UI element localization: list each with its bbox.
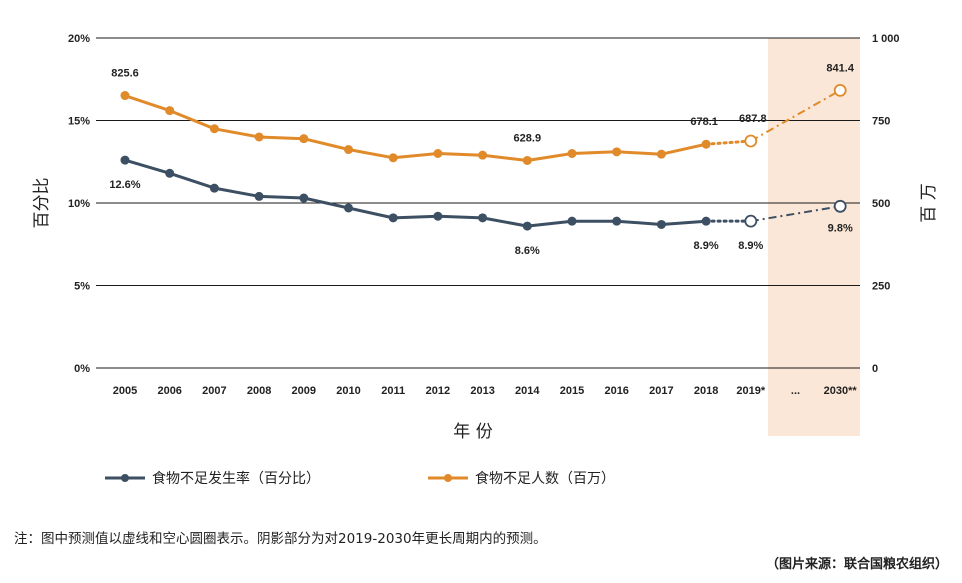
data-label: 8.9%: [694, 240, 719, 252]
legend-marker-rate: [121, 474, 129, 482]
data-point: [567, 149, 577, 158]
data-point: [209, 124, 219, 134]
y-right-title: 百 万: [919, 183, 939, 222]
data-label: 825.6: [111, 68, 139, 80]
forecast-shade: [768, 38, 860, 436]
x-tick-label: 2030**: [824, 385, 858, 397]
series-line-1: [124, 94, 707, 162]
y-left-tick-label: 10%: [68, 198, 90, 210]
data-point: [120, 91, 130, 101]
left-axis-ticks: 0% 5% 10% 15% 20%: [68, 33, 90, 375]
y-left-tick-label: 15%: [68, 116, 90, 128]
series-points: [120, 83, 847, 231]
data-point: [433, 149, 443, 158]
data-point: [612, 216, 622, 226]
legend-item-rate: 食物不足发生率（百分比）: [105, 470, 320, 487]
x-axis-title: 年 份: [453, 422, 492, 442]
data-label: 12.6%: [109, 179, 140, 191]
data-label: 678.1: [690, 116, 718, 128]
x-tick-label: 2013: [470, 385, 494, 397]
y-right-tick-label: 750: [872, 116, 890, 128]
data-point: [478, 213, 488, 223]
x-tick-label: 2015: [560, 385, 584, 397]
data-label: 8.9%: [738, 240, 763, 252]
data-point: [165, 168, 175, 178]
data-point: [299, 193, 309, 203]
series-line-0: [124, 158, 707, 228]
legend-label-people: 食物不足人数（百万）: [475, 470, 615, 487]
x-axis-ticks: 2005 2006 2007 2008 2009 2010 2011 2012 2013 2014…: [113, 385, 858, 397]
y-right-tick-label: 250: [872, 281, 890, 293]
data-point: [254, 132, 264, 142]
legend-marker-people: [444, 474, 452, 482]
y-left-tick-label: 0%: [74, 363, 90, 375]
x-tick-label: 2010: [336, 385, 360, 397]
data-point: [344, 145, 353, 155]
data-point: [656, 149, 666, 159]
right-axis-ticks: 0 250 500 750 1 000: [872, 33, 900, 375]
data-point: [388, 153, 398, 163]
x-tick-label: 2018: [694, 385, 718, 397]
data-point: [522, 221, 532, 231]
y-right-tick-label: 500: [872, 198, 890, 210]
data-label: 9.8%: [828, 222, 853, 234]
x-tick-label: 2012: [426, 385, 450, 397]
data-point: [612, 147, 622, 157]
data-point: [299, 134, 309, 144]
series-lines: [124, 89, 841, 228]
forecast-point: [833, 83, 847, 97]
data-label: 8.6%: [515, 245, 540, 257]
forecast-dotted-1: [704, 139, 753, 146]
forecast-dashdot-0: [750, 205, 841, 223]
gridlines: [96, 37, 860, 369]
data-label: 687.8: [739, 113, 767, 125]
data-label: 628.9: [514, 132, 542, 144]
x-tick-label: 2009: [292, 385, 316, 397]
x-tick-label: ...: [791, 385, 800, 397]
x-tick-label: 2016: [604, 385, 628, 397]
image-source: （图片来源：联合国粮农组织）: [765, 557, 948, 572]
legend-label-rate: 食物不足发生率（百分比）: [152, 470, 320, 487]
x-tick-label: 2006: [157, 385, 181, 397]
forecast-point: [744, 214, 758, 228]
data-point: [254, 191, 264, 201]
forecast-dashdot-1: [750, 89, 841, 142]
x-tick-label: 2017: [649, 385, 673, 397]
data-point: [567, 216, 577, 226]
data-point: [478, 150, 488, 160]
data-point: [165, 106, 175, 116]
data-point: [344, 203, 353, 213]
data-point: [433, 211, 443, 221]
data-point: [656, 219, 666, 229]
data-point: [522, 155, 532, 165]
legend-item-people: 食物不足人数（百万）: [428, 470, 615, 487]
x-tick-label: 2008: [247, 385, 271, 397]
data-point: [209, 183, 219, 193]
y-right-tick-label: 1 000: [872, 33, 900, 45]
x-tick-label: 2005: [113, 385, 137, 397]
data-point: [701, 216, 711, 226]
data-point: [120, 155, 130, 165]
data-label: 841.4: [826, 62, 854, 74]
footnote: 注：图中预测值以虚线和空心圆圈表示。阴影部分为对2019-2030年更长周期内的…: [14, 531, 547, 547]
y-left-tick-label: 5%: [74, 281, 90, 293]
x-tick-label: 2011: [381, 385, 405, 397]
data-point: [388, 213, 398, 223]
y-left-title: 百分比: [32, 178, 52, 229]
x-tick-label: 2019*: [736, 385, 765, 397]
data-point: [701, 139, 711, 149]
y-left-tick-label: 20%: [68, 33, 90, 45]
data-labels: 12.6% 8.6% 8.9% 8.9% 9.8% 825.6 628.9 678.1 687.…: [109, 62, 854, 257]
x-tick-label: 2014: [515, 385, 540, 397]
y-right-tick-label: 0: [872, 363, 878, 375]
forecast-point: [744, 134, 758, 148]
x-tick-label: 2007: [202, 385, 226, 397]
legend: 食物不足发生率（百分比） 食物不足人数（百万）: [105, 470, 615, 487]
forecast-point: [833, 199, 847, 213]
